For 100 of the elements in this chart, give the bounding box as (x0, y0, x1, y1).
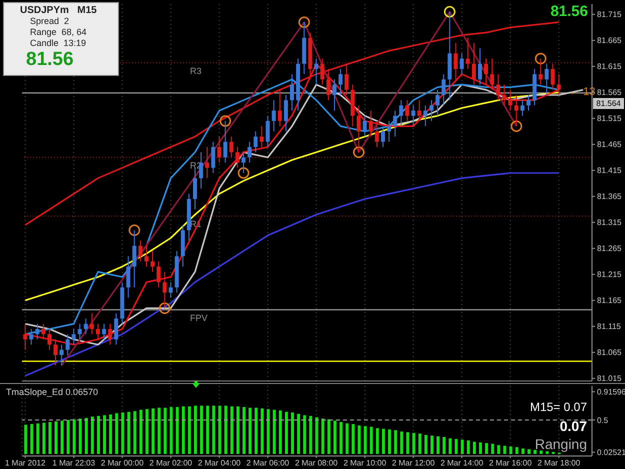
line-series (24, 92, 560, 302)
bar (454, 439, 458, 454)
bar (66, 420, 70, 454)
bar (127, 412, 130, 454)
candlestick (380, 126, 385, 148)
point (220, 115, 232, 127)
y-tick-label: 81.015 (597, 374, 622, 384)
bar (194, 406, 197, 454)
bar (121, 412, 124, 454)
line-series (24, 172, 560, 377)
y-tick-label: 81.515 (597, 114, 622, 124)
bar (540, 450, 543, 454)
point (128, 224, 140, 236)
candlestick (66, 334, 70, 356)
x-tick-label: 1 Mar 22:03 (52, 458, 96, 468)
annotation: Spread 2 (30, 16, 70, 26)
ref-line-label: FPV (190, 312, 208, 323)
x-tick-label: 2 Mar 14:00 (440, 458, 484, 468)
bar (352, 424, 355, 454)
bar (78, 418, 82, 454)
candlestick (126, 256, 130, 298)
candlestick (423, 104, 428, 127)
candlestick (242, 152, 246, 174)
candlestick (338, 68, 343, 96)
bar (164, 408, 167, 454)
y-tick-label: 81.215 (597, 270, 622, 280)
candlestick (356, 104, 361, 153)
bar (448, 438, 452, 454)
candlestick (132, 230, 136, 288)
bar (133, 411, 136, 454)
bar (364, 426, 367, 454)
candlestick (442, 74, 446, 106)
bar (200, 406, 204, 454)
y-tick-label: 81.065 (597, 348, 622, 358)
bar (248, 408, 252, 454)
annotation: Ranging (534, 436, 587, 452)
bar (466, 440, 470, 454)
bar (158, 408, 161, 454)
text: 81.564 (593, 98, 624, 109)
bar (327, 419, 330, 454)
bar (358, 425, 361, 454)
bar (284, 412, 288, 454)
bar (406, 432, 410, 454)
candlestick (248, 141, 252, 164)
candlestick (544, 63, 549, 96)
bar (382, 428, 385, 454)
y-tick-label: 81.565 (597, 88, 622, 98)
annotation: 81.56 (26, 49, 74, 71)
x-tick-label: 2 Mar 12:00 (392, 458, 436, 468)
candlestick (520, 100, 524, 116)
bar (485, 443, 488, 454)
candlestick (411, 104, 416, 127)
y-tick-label: 81.465 (597, 140, 622, 150)
bar (266, 409, 270, 454)
bar (48, 422, 52, 454)
candlestick (429, 100, 434, 122)
bar (72, 419, 76, 454)
candlestick (399, 100, 404, 127)
bar (242, 407, 246, 454)
bar (472, 442, 476, 454)
bar (54, 421, 58, 454)
bar (521, 448, 524, 454)
bar (278, 410, 282, 454)
bar (309, 416, 312, 454)
bar (491, 444, 494, 454)
bar (36, 423, 40, 454)
bar (182, 406, 185, 454)
y-tick-label: 81.165 (597, 296, 622, 306)
candlestick (78, 323, 82, 340)
candlestick (374, 120, 379, 148)
candlestick (192, 167, 197, 210)
point (352, 146, 364, 158)
bar (394, 430, 398, 454)
candlestick (217, 136, 222, 164)
bar (139, 410, 142, 454)
candlestick (29, 328, 34, 346)
chart-title: TmaSlope_Ed 0.06570 (6, 387, 98, 397)
bar (370, 426, 373, 454)
bar (236, 406, 240, 454)
y-tick-label: 81.415 (597, 166, 622, 176)
bar (109, 414, 112, 454)
bar (424, 434, 428, 454)
candlestick (60, 344, 64, 366)
bar (230, 406, 234, 454)
bar (224, 406, 228, 454)
bar (509, 446, 512, 454)
annotation: Range 68, 64 (30, 27, 87, 37)
annotation: 81.56 (550, 3, 588, 20)
y-tick-label: 81.715 (597, 10, 622, 20)
annotation: M15= 0.07 (530, 400, 587, 414)
bar (546, 451, 549, 454)
bar (176, 407, 179, 454)
bar (206, 406, 210, 454)
y-tick-label: 0.5 (597, 416, 609, 425)
bar (212, 406, 216, 454)
y-tick-label: 81.315 (597, 218, 622, 228)
bar (84, 418, 88, 454)
bar (260, 408, 264, 454)
bar (460, 440, 464, 454)
y-tick-label: 81.265 (597, 244, 622, 254)
